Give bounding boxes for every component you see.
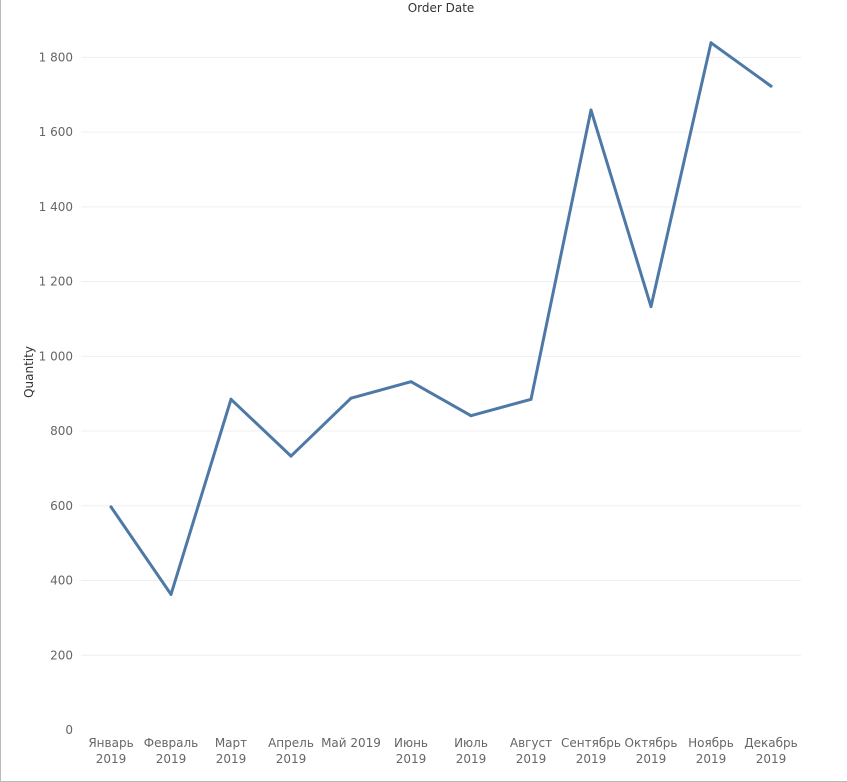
y-tick-label: 600 [50, 499, 73, 513]
data-point[interactable] [589, 108, 593, 112]
y-tick-label: 0 [65, 723, 73, 737]
y-tick-label: 1 800 [39, 50, 73, 64]
x-tick-label: Май 2019 [321, 736, 381, 750]
y-tick-label: 1 400 [39, 200, 73, 214]
x-tick-label: Октябрь 2019 [625, 736, 678, 766]
gridlines [81, 56, 801, 656]
y-tick-label: 1 000 [39, 349, 73, 363]
x-tick-label: Декабрь 2019 [744, 736, 797, 766]
x-tick-label: Июнь 2019 [394, 736, 428, 766]
data-point[interactable] [109, 505, 113, 509]
y-axis-ticks: 0 200 400 600 800 1 000 1 200 1 400 1 600 1 800 [39, 50, 73, 737]
y-tick-label: 200 [50, 648, 73, 662]
series-line [109, 41, 773, 596]
x-tick-label: Март 2019 [215, 736, 247, 766]
y-axis-title: Quantity [22, 346, 36, 398]
x-tick-label: Январь 2019 [88, 736, 133, 766]
y-tick-label: 1 200 [39, 275, 73, 289]
x-tick-label: Сентябрь 2019 [561, 736, 621, 766]
chart-title: Order Date [408, 1, 475, 15]
x-tick-label: Июль 2019 [454, 736, 488, 766]
x-tick-label: Февраль 2019 [144, 736, 199, 766]
data-point[interactable] [409, 380, 413, 384]
x-tick-label: Август 2019 [510, 736, 552, 766]
data-point[interactable] [469, 414, 473, 418]
y-tick-label: 800 [50, 424, 73, 438]
x-tick-label: Ноябрь 2019 [688, 736, 734, 766]
data-point[interactable] [169, 592, 173, 596]
x-tick-label: Апрель 2019 [268, 736, 314, 766]
data-point[interactable] [769, 84, 773, 88]
x-axis-ticks: Январь 2019 Февраль 2019 Март 2019 Апрель 2019 М… [88, 736, 797, 766]
data-point[interactable] [229, 397, 233, 401]
y-tick-label: 400 [50, 574, 73, 588]
data-point[interactable] [529, 397, 533, 401]
y-tick-label: 1 600 [39, 125, 73, 139]
data-point[interactable] [349, 396, 353, 400]
series-layer [109, 41, 773, 596]
data-point[interactable] [289, 454, 293, 458]
data-point[interactable] [709, 41, 713, 45]
data-point[interactable] [649, 305, 653, 309]
